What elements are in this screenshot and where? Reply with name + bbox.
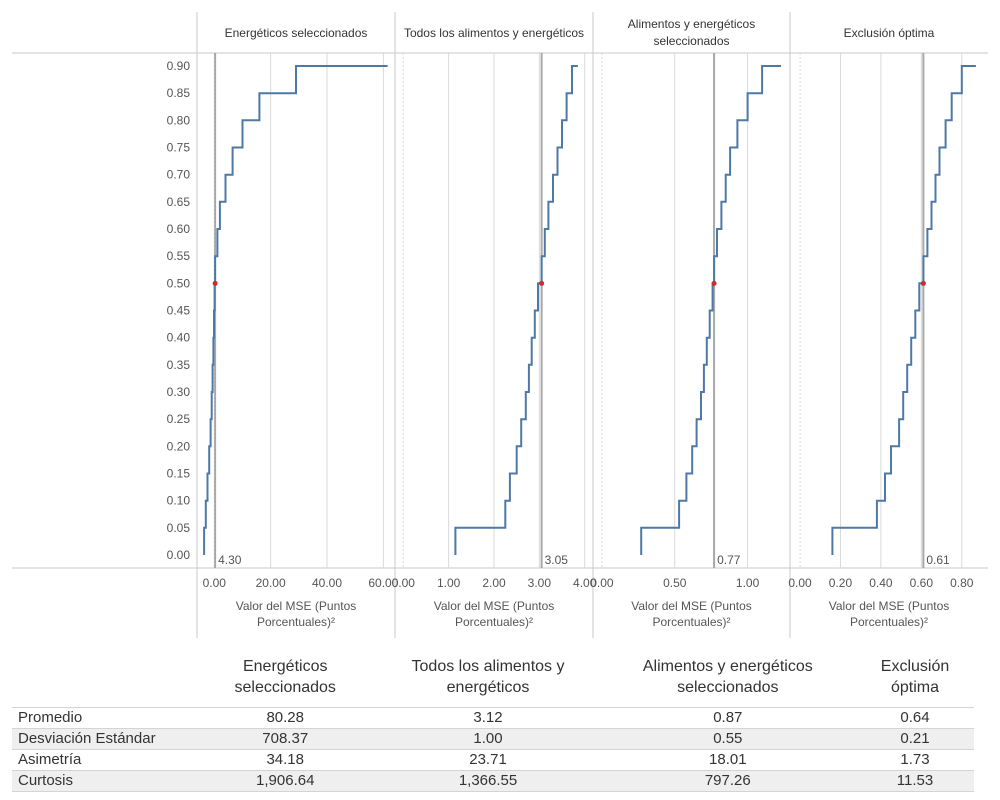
y-tick-label: 0.65 xyxy=(167,195,191,209)
y-tick-label: 0.00 xyxy=(167,548,191,562)
table-cell: 797.26 xyxy=(704,772,751,789)
table-cell: 0.64 xyxy=(900,709,930,726)
x-tick-label: 4.00 xyxy=(573,576,597,590)
statistics-column-header: Energéticos seleccionados xyxy=(234,657,336,696)
statistics-corner xyxy=(12,652,194,708)
panel-title-line: Alimentos y energéticos xyxy=(628,17,755,31)
row-label: Promedio xyxy=(18,709,83,726)
table-cell: 1,366.55 xyxy=(458,772,518,789)
table-cell: 0.55 xyxy=(713,730,743,747)
statistics-table: Energéticos seleccionados Todos los alim… xyxy=(12,652,974,792)
x-tick-label: 0.20 xyxy=(829,576,853,590)
table-cell: 18.01 xyxy=(709,751,747,768)
x-tick-label: 40.00 xyxy=(312,576,342,590)
x-axis-title-line: Porcentuales)² xyxy=(850,615,928,629)
y-tick-label: 0.35 xyxy=(167,358,191,372)
table-row: Curtosis 1,906.64 1,366.55 797.26 11.53 xyxy=(12,770,974,792)
y-tick-label: 0.40 xyxy=(167,331,191,345)
table-cell: 23.71 xyxy=(469,751,507,768)
panel-title: Energéticos seleccionados xyxy=(225,26,368,40)
y-tick-label: 0.30 xyxy=(167,385,191,399)
statistics-header-row: Energéticos seleccionados Todos los alim… xyxy=(12,652,974,708)
table-row: Promedio 80.28 3.12 0.87 0.64 xyxy=(12,707,974,729)
table-cell: 0.21 xyxy=(900,730,930,747)
x-tick-label: 1.00 xyxy=(736,576,760,590)
cdf-series-line xyxy=(454,65,578,555)
table-cell: 708.37 xyxy=(262,730,309,747)
x-tick-label: 0.00 xyxy=(788,576,812,590)
table-cell: 11.53 xyxy=(896,772,934,789)
y-tick-label: 0.45 xyxy=(167,304,191,318)
x-tick-label: 0.00 xyxy=(203,576,227,590)
reference-label: 3.05 xyxy=(545,553,569,567)
x-tick-label: 60.00 xyxy=(368,576,398,590)
reference-label: 0.77 xyxy=(717,553,741,567)
y-tick-label: 0.85 xyxy=(167,86,191,100)
median-point xyxy=(711,280,717,286)
statistics-column-header: Alimentos y energéticos seleccionados xyxy=(642,657,813,696)
table-row: Desviación Estándar 708.37 1.00 0.55 0.2… xyxy=(12,728,974,750)
cdf-chart: 0.00 0.05 0.10 0.15 0.20 0.25 0.30 0.35 0.40 0.45… xyxy=(12,12,988,638)
table-cell: 34.18 xyxy=(266,751,304,768)
x-axis-title-line: Valor del MSE (Puntos xyxy=(829,599,950,613)
y-tick-label: 0.90 xyxy=(167,59,191,73)
statistics-column-header: Todos los alimentos y energéticos xyxy=(411,657,565,696)
x-axis-title-line: Valor del MSE (Puntos xyxy=(434,599,555,613)
x-tick-label: 0.00 xyxy=(392,576,416,590)
median-point xyxy=(920,280,926,286)
x-tick-label: 0.60 xyxy=(910,576,934,590)
x-tick-label: 0.50 xyxy=(663,576,687,590)
x-tick-label: 0.40 xyxy=(869,576,893,590)
table-cell: 0.87 xyxy=(713,709,743,726)
x-tick-label: 3.00 xyxy=(528,576,552,590)
y-tick-label: 0.50 xyxy=(167,276,191,290)
row-label: Asimetría xyxy=(18,751,82,768)
x-tick-label: 2.00 xyxy=(482,576,506,590)
x-tick-label: 1.00 xyxy=(437,576,461,590)
table-cell: 1.73 xyxy=(900,751,930,768)
y-tick-label: 0.10 xyxy=(167,494,191,508)
x-tick-label: 20.00 xyxy=(256,576,286,590)
median-point xyxy=(212,280,218,286)
cdf-series-line xyxy=(640,65,782,555)
panel-title: Exclusión óptima xyxy=(844,26,935,40)
y-tick-label: 0.15 xyxy=(167,467,191,481)
reference-label: 4.30 xyxy=(218,553,242,567)
y-tick-label: 0.55 xyxy=(167,249,191,263)
table-cell: 3.12 xyxy=(473,709,503,726)
x-tick-label: 0.00 xyxy=(590,576,614,590)
y-tick-label: 0.05 xyxy=(167,521,191,535)
panel-title-line: seleccionados xyxy=(653,34,729,48)
y-tick-label: 0.80 xyxy=(167,113,191,127)
y-tick-label: 0.75 xyxy=(167,141,191,155)
x-axis-title-line: Valor del MSE (Puntos xyxy=(631,599,752,613)
cdf-series-line xyxy=(831,65,976,555)
x-axis-title-line: Valor del MSE (Puntos xyxy=(236,599,357,613)
x-axis-title-line: Porcentuales)² xyxy=(652,615,730,629)
y-tick-label: 0.70 xyxy=(167,168,191,182)
table-cell: 80.28 xyxy=(266,709,304,726)
y-tick-label: 0.20 xyxy=(167,439,191,453)
median-point xyxy=(539,280,545,286)
y-tick-label: 0.60 xyxy=(167,222,191,236)
y-tick-label: 0.25 xyxy=(167,412,191,426)
table-cell: 1,906.64 xyxy=(256,772,315,789)
cdf-series-line xyxy=(203,65,388,555)
table-row: Asimetría 34.18 23.71 18.01 1.73 xyxy=(12,749,974,771)
x-axis-title-line: Porcentuales)² xyxy=(455,615,533,629)
x-axis-title-line: Porcentuales)² xyxy=(257,615,335,629)
x-tick-label: 0.80 xyxy=(950,576,974,590)
reference-label: 0.61 xyxy=(926,553,950,567)
table-cell: 1.00 xyxy=(473,730,503,747)
row-label: Curtosis xyxy=(18,772,74,789)
panel-title: Todos los alimentos y energéticos xyxy=(404,26,584,40)
statistics-column-header: Exclusión óptima xyxy=(880,657,950,696)
row-label: Desviación Estándar xyxy=(18,730,156,747)
